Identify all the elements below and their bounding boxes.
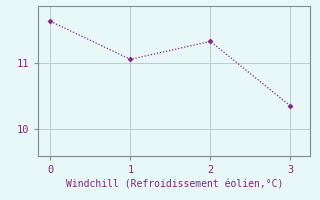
X-axis label: Windchill (Refroidissement éolien,°C): Windchill (Refroidissement éolien,°C) — [66, 179, 283, 189]
